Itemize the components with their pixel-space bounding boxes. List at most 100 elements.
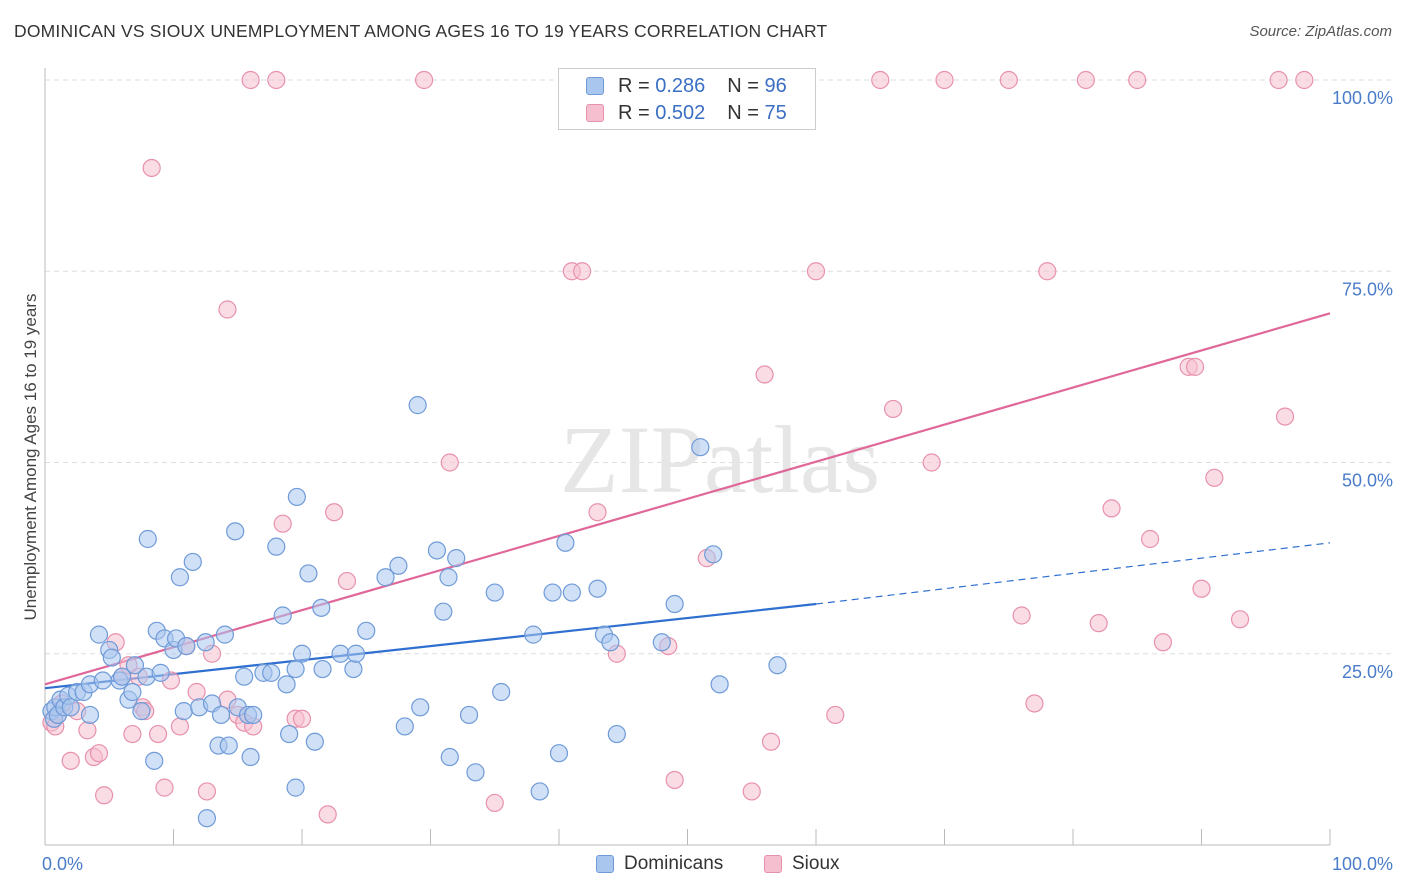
point-dominicans xyxy=(344,659,363,679)
point-dominicans xyxy=(704,545,723,564)
point-dominicans xyxy=(277,675,296,694)
point-sioux xyxy=(95,786,114,805)
point-dominicans xyxy=(389,556,408,575)
point-dominicans xyxy=(562,583,581,602)
y-tick-label: 25.0% xyxy=(1342,662,1393,682)
point-dominicans xyxy=(93,671,112,690)
bottom-legend-swatch-sioux xyxy=(764,855,782,873)
y-tick-label: 75.0% xyxy=(1342,279,1393,299)
point-dominicans xyxy=(665,594,684,614)
point-sioux xyxy=(761,732,781,751)
point-sioux xyxy=(1038,262,1057,281)
point-sioux xyxy=(292,709,312,728)
point-dominicans xyxy=(543,583,562,602)
point-dominicans xyxy=(123,682,142,702)
point-sioux xyxy=(1128,70,1147,90)
point-sioux xyxy=(1153,633,1173,652)
y-tick-label: 50.0% xyxy=(1342,471,1393,491)
point-sioux xyxy=(325,503,344,522)
trend-line-extension-dominicans xyxy=(815,542,1331,605)
point-sioux xyxy=(755,365,774,384)
point-dominicans xyxy=(125,656,145,675)
point-dominicans xyxy=(549,744,569,763)
point-dominicans xyxy=(459,705,479,725)
point-dominicans xyxy=(530,782,549,801)
source-label: Source: ZipAtlas.com xyxy=(1249,23,1392,40)
point-sioux xyxy=(414,70,434,90)
point-dominicans xyxy=(299,564,318,583)
point-sioux xyxy=(1012,606,1031,625)
point-sioux xyxy=(187,682,206,702)
point-sioux xyxy=(922,453,941,472)
point-dominicans xyxy=(305,732,324,751)
legend-swatch-sioux xyxy=(586,104,604,122)
point-dominicans xyxy=(313,659,332,679)
legend-n-label: N = xyxy=(727,101,759,124)
point-dominicans xyxy=(151,663,170,682)
point-dominicans xyxy=(138,529,157,549)
data-points xyxy=(42,70,1314,828)
point-dominicans xyxy=(219,736,238,755)
x-tick-label: 0.0% xyxy=(42,854,83,874)
point-sioux xyxy=(485,793,504,813)
point-dominicans xyxy=(439,568,458,587)
point-dominicans xyxy=(174,702,193,721)
point-sioux xyxy=(142,158,161,178)
point-dominicans xyxy=(132,702,151,721)
point-dominicans xyxy=(61,698,80,717)
bottom-legend-swatch-dominicans xyxy=(596,855,614,873)
point-dominicans xyxy=(411,698,430,717)
point-sioux xyxy=(935,70,954,90)
point-sioux xyxy=(123,724,142,744)
point-dominicans xyxy=(241,747,260,767)
point-dominicans xyxy=(524,625,543,644)
point-dominicans xyxy=(183,552,202,572)
point-sioux xyxy=(89,744,109,763)
point-sioux xyxy=(871,70,890,90)
point-sioux xyxy=(1140,529,1160,549)
point-dominicans xyxy=(286,659,305,679)
point-dominicans xyxy=(691,438,710,457)
point-dominicans xyxy=(492,682,511,702)
point-sioux xyxy=(1025,694,1044,713)
point-sioux xyxy=(148,724,168,744)
point-sioux xyxy=(1205,468,1224,487)
point-dominicans xyxy=(211,705,231,725)
point-sioux xyxy=(1089,614,1108,633)
point-dominicans xyxy=(112,667,132,686)
point-sioux xyxy=(318,805,337,824)
point-sioux xyxy=(1269,70,1288,90)
legend-r-label: R = xyxy=(618,101,650,124)
point-dominicans xyxy=(80,705,100,725)
legend-r-value: 0.502 xyxy=(655,101,706,124)
point-dominicans xyxy=(607,724,626,744)
point-sioux xyxy=(665,770,684,790)
point-sioux xyxy=(1192,579,1211,598)
legend-row-sioux: R = 0.502 N = 75 xyxy=(586,100,787,126)
bottom-legend-label: Sioux xyxy=(792,853,840,874)
point-sioux xyxy=(241,70,260,90)
point-dominicans xyxy=(226,522,245,541)
point-dominicans xyxy=(177,636,196,656)
legend-swatch-dominicans xyxy=(586,77,604,95)
point-dominicans xyxy=(170,568,190,587)
point-sioux xyxy=(826,705,845,725)
point-dominicans xyxy=(235,667,254,686)
point-dominicans xyxy=(556,533,575,552)
point-sioux xyxy=(883,399,903,419)
point-dominicans xyxy=(102,648,121,667)
point-dominicans xyxy=(273,606,292,625)
point-dominicans xyxy=(292,644,312,663)
point-dominicans xyxy=(331,644,350,663)
legend-n-label: N = xyxy=(727,74,759,97)
point-dominicans xyxy=(408,396,427,415)
bottom-legend-dominicans: Dominicans xyxy=(596,852,723,876)
point-dominicans xyxy=(440,747,459,767)
point-dominicans xyxy=(262,663,281,682)
point-sioux xyxy=(273,514,292,533)
y-tick-label: 100.0% xyxy=(1332,88,1393,108)
point-dominicans xyxy=(768,656,787,675)
point-dominicans xyxy=(312,598,331,617)
point-dominicans xyxy=(601,633,620,652)
point-sioux xyxy=(573,262,592,281)
